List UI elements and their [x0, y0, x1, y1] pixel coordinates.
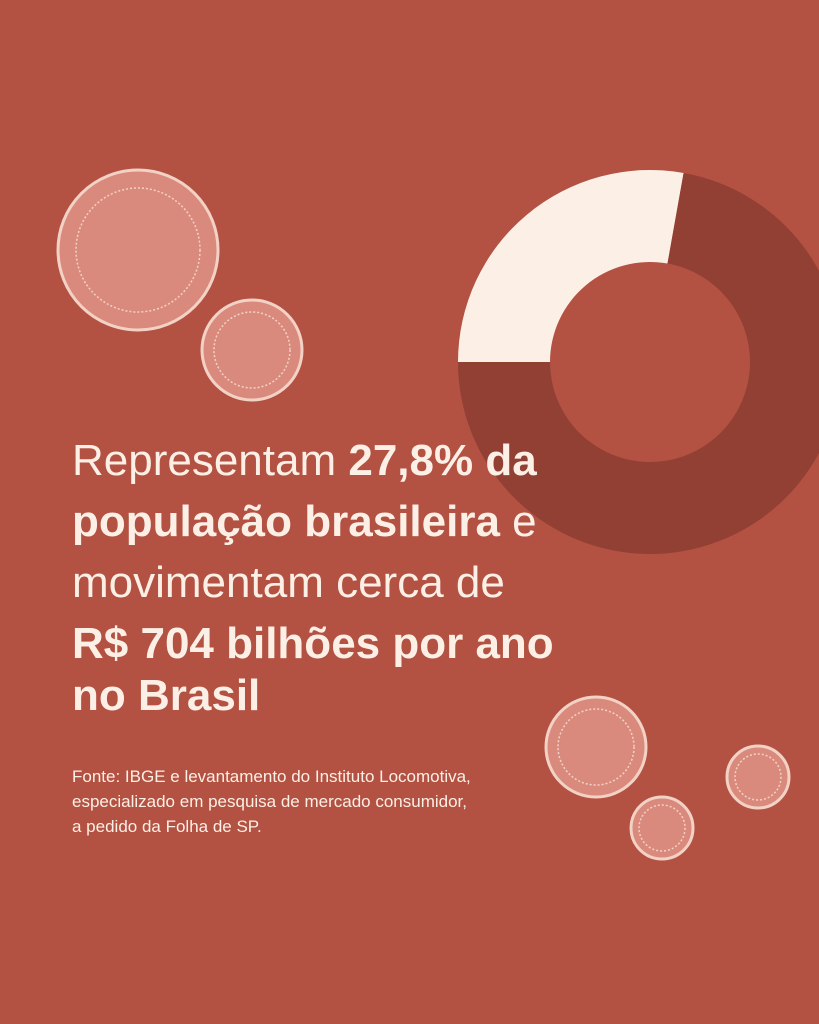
coin-ring: [734, 753, 782, 801]
coin-ring: [75, 187, 201, 313]
headline: Representam 27,8% da população brasileira…: [72, 436, 554, 720]
coin: [200, 298, 304, 402]
source-line: Fonte: IBGE e levantamento do Instituto …: [72, 767, 471, 786]
headline-text: movimentam cerca de: [72, 558, 505, 607]
coin: [629, 795, 695, 861]
headline-text: R$ 704 bilhões por ano: [72, 619, 554, 668]
coin-ring: [638, 804, 686, 852]
donut-slice: [458, 172, 819, 554]
headline-line: população brasileira e: [72, 497, 537, 546]
headline-text: população brasileira: [72, 497, 500, 546]
donut-chart: [458, 169, 819, 554]
headline-text: e: [500, 497, 537, 546]
headline-text: 27,8% da: [348, 436, 537, 485]
coin: [725, 744, 791, 810]
headline-line: Representam 27,8% da: [72, 436, 537, 485]
source-line: especializado em pesquisa de mercado con…: [72, 792, 467, 811]
headline-text: Representam: [72, 436, 348, 485]
headline-text: no Brasil: [72, 671, 260, 720]
headline-line: no Brasil: [72, 671, 260, 720]
source-line: a pedido da Folha de SP.: [72, 817, 262, 836]
donut-slice: [458, 169, 684, 362]
coin: [544, 695, 648, 799]
source: Fonte: IBGE e levantamento do Instituto …: [72, 767, 471, 836]
coins: [56, 168, 791, 861]
headline-line: movimentam cerca de: [72, 558, 505, 607]
coin-ring: [557, 708, 635, 786]
coin-ring: [213, 311, 291, 389]
coin: [56, 168, 220, 332]
headline-line: R$ 704 bilhões por ano: [72, 619, 554, 668]
